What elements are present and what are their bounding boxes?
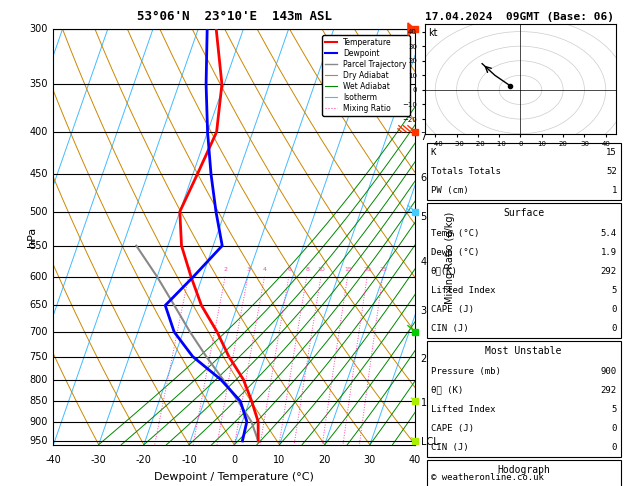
Text: 6: 6 [287, 267, 291, 272]
Text: CAPE (J): CAPE (J) [430, 305, 474, 313]
Text: 20: 20 [318, 455, 331, 465]
Text: 5: 5 [611, 286, 617, 295]
Text: Pressure (mb): Pressure (mb) [430, 367, 501, 376]
Text: K: K [430, 148, 436, 156]
Text: 300: 300 [30, 24, 48, 34]
Text: Lifted Index: Lifted Index [430, 286, 495, 295]
Text: 3: 3 [421, 306, 426, 316]
Text: Hodograph: Hodograph [497, 466, 550, 475]
Text: Dewp (°C): Dewp (°C) [430, 248, 479, 257]
Text: 292: 292 [601, 267, 617, 276]
Text: -10: -10 [181, 455, 197, 465]
Text: 5.4: 5.4 [601, 229, 617, 238]
Bar [426, 203, 621, 338]
Text: 800: 800 [30, 375, 48, 384]
Text: -20: -20 [136, 455, 152, 465]
Text: 0: 0 [611, 443, 617, 451]
Text: θᴇ(K): θᴇ(K) [430, 267, 457, 276]
Text: LCL: LCL [421, 437, 438, 447]
Text: 0: 0 [231, 455, 237, 465]
Bar [426, 460, 621, 486]
Text: Lifted Index: Lifted Index [430, 405, 495, 414]
Text: 900: 900 [601, 367, 617, 376]
Polygon shape [408, 23, 415, 35]
Text: 1.9: 1.9 [601, 248, 617, 257]
Text: 650: 650 [30, 300, 48, 311]
Text: 52: 52 [606, 167, 617, 175]
Text: 292: 292 [601, 386, 617, 395]
Text: 850: 850 [30, 396, 48, 406]
Text: 450: 450 [30, 169, 48, 179]
Text: 30: 30 [364, 455, 376, 465]
Legend: Temperature, Dewpoint, Parcel Trajectory, Dry Adiabat, Wet Adiabat, Isotherm, Mi: Temperature, Dewpoint, Parcel Trajectory… [322, 35, 409, 116]
Text: 0: 0 [611, 324, 617, 332]
Text: Most Unstable: Most Unstable [486, 347, 562, 356]
Text: Mixing Ratio (g/kg): Mixing Ratio (g/kg) [445, 211, 455, 304]
Text: θᴇ (K): θᴇ (K) [430, 386, 463, 395]
Text: ASL: ASL [433, 48, 452, 58]
Text: 4: 4 [263, 267, 267, 272]
Text: 5: 5 [611, 405, 617, 414]
Text: 500: 500 [30, 207, 48, 217]
Text: -30: -30 [91, 455, 106, 465]
Text: 1: 1 [611, 186, 617, 194]
Text: kt: kt [428, 28, 438, 37]
Bar [426, 341, 621, 457]
Text: 950: 950 [30, 436, 48, 446]
Text: 4: 4 [421, 257, 426, 267]
Text: CIN (J): CIN (J) [430, 443, 468, 451]
Text: CIN (J): CIN (J) [430, 324, 468, 332]
Text: 53°06'N  23°10'E  143m ASL: 53°06'N 23°10'E 143m ASL [136, 10, 332, 23]
Text: 17.04.2024  09GMT (Base: 06): 17.04.2024 09GMT (Base: 06) [425, 12, 613, 22]
Text: -40: -40 [45, 455, 62, 465]
Text: 0: 0 [611, 305, 617, 313]
Text: 700: 700 [30, 327, 48, 337]
Text: 400: 400 [30, 127, 48, 137]
Text: 8: 8 [305, 267, 309, 272]
Text: Dewpoint / Temperature (°C): Dewpoint / Temperature (°C) [154, 472, 314, 482]
Text: 0: 0 [611, 424, 617, 433]
Text: 600: 600 [30, 272, 48, 282]
Text: hPa: hPa [27, 227, 36, 247]
Text: 15: 15 [606, 148, 617, 156]
Text: 550: 550 [30, 241, 48, 251]
Text: 15: 15 [344, 267, 352, 272]
Text: 10: 10 [318, 267, 325, 272]
Text: 1: 1 [421, 399, 426, 408]
Text: Surface: Surface [503, 208, 544, 218]
Text: 350: 350 [30, 79, 48, 89]
Text: 40: 40 [409, 455, 421, 465]
Text: 900: 900 [30, 417, 48, 427]
Text: 6: 6 [421, 173, 426, 183]
Text: 2: 2 [224, 267, 228, 272]
Text: 2: 2 [421, 354, 427, 364]
Text: CAPE (J): CAPE (J) [430, 424, 474, 433]
Text: © weatheronline.co.uk: © weatheronline.co.uk [431, 473, 543, 482]
Text: 750: 750 [30, 351, 48, 362]
Text: 20: 20 [364, 267, 372, 272]
Text: Totals Totals: Totals Totals [430, 167, 501, 175]
Text: 10: 10 [274, 455, 286, 465]
Text: 1: 1 [187, 267, 191, 272]
Bar [426, 143, 621, 200]
Text: 7: 7 [421, 132, 427, 142]
Text: PW (cm): PW (cm) [430, 186, 468, 194]
Text: Temp (°C): Temp (°C) [430, 229, 479, 238]
Text: km: km [433, 29, 448, 39]
Text: 5: 5 [421, 211, 427, 222]
Text: 3: 3 [247, 267, 250, 272]
Text: 25: 25 [379, 267, 387, 272]
